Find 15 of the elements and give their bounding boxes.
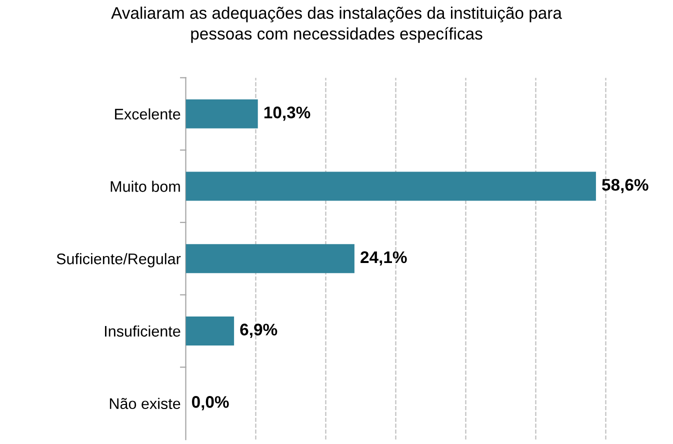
data-label: 6,9% bbox=[240, 324, 278, 338]
chart-title: Avaliaram as adequações das instalações da instituição para pessoas com necessidades específicas bbox=[111, 6, 562, 43]
data-label: 24,1% bbox=[360, 251, 407, 266]
y-tick-label: Suficiente/Regular bbox=[56, 253, 181, 268]
bar bbox=[186, 244, 354, 274]
bar bbox=[186, 316, 234, 346]
data-label: 0,0% bbox=[192, 396, 229, 410]
bar bbox=[186, 99, 258, 128]
data-label: 58,6% bbox=[602, 178, 648, 194]
data-label: 10,3% bbox=[264, 106, 310, 121]
y-tick-label: Não existe bbox=[110, 398, 180, 410]
y-tick-label: Muito bom bbox=[110, 180, 180, 192]
y-tick-label: Excelente bbox=[115, 108, 180, 120]
y-tick-label: Insuficiente bbox=[105, 325, 180, 337]
bar bbox=[186, 172, 596, 201]
